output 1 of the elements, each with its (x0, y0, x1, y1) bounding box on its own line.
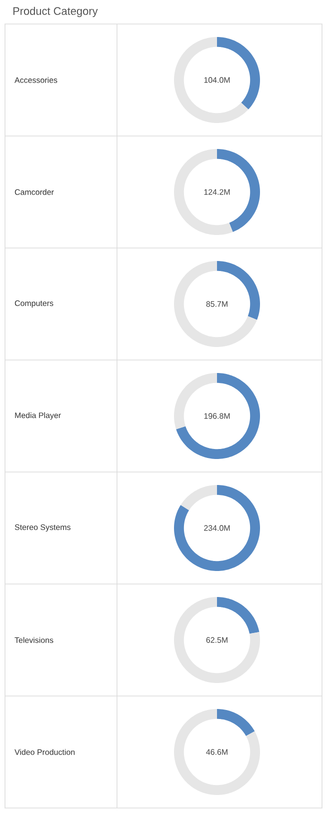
text: Product Category (13, 6, 98, 18)
